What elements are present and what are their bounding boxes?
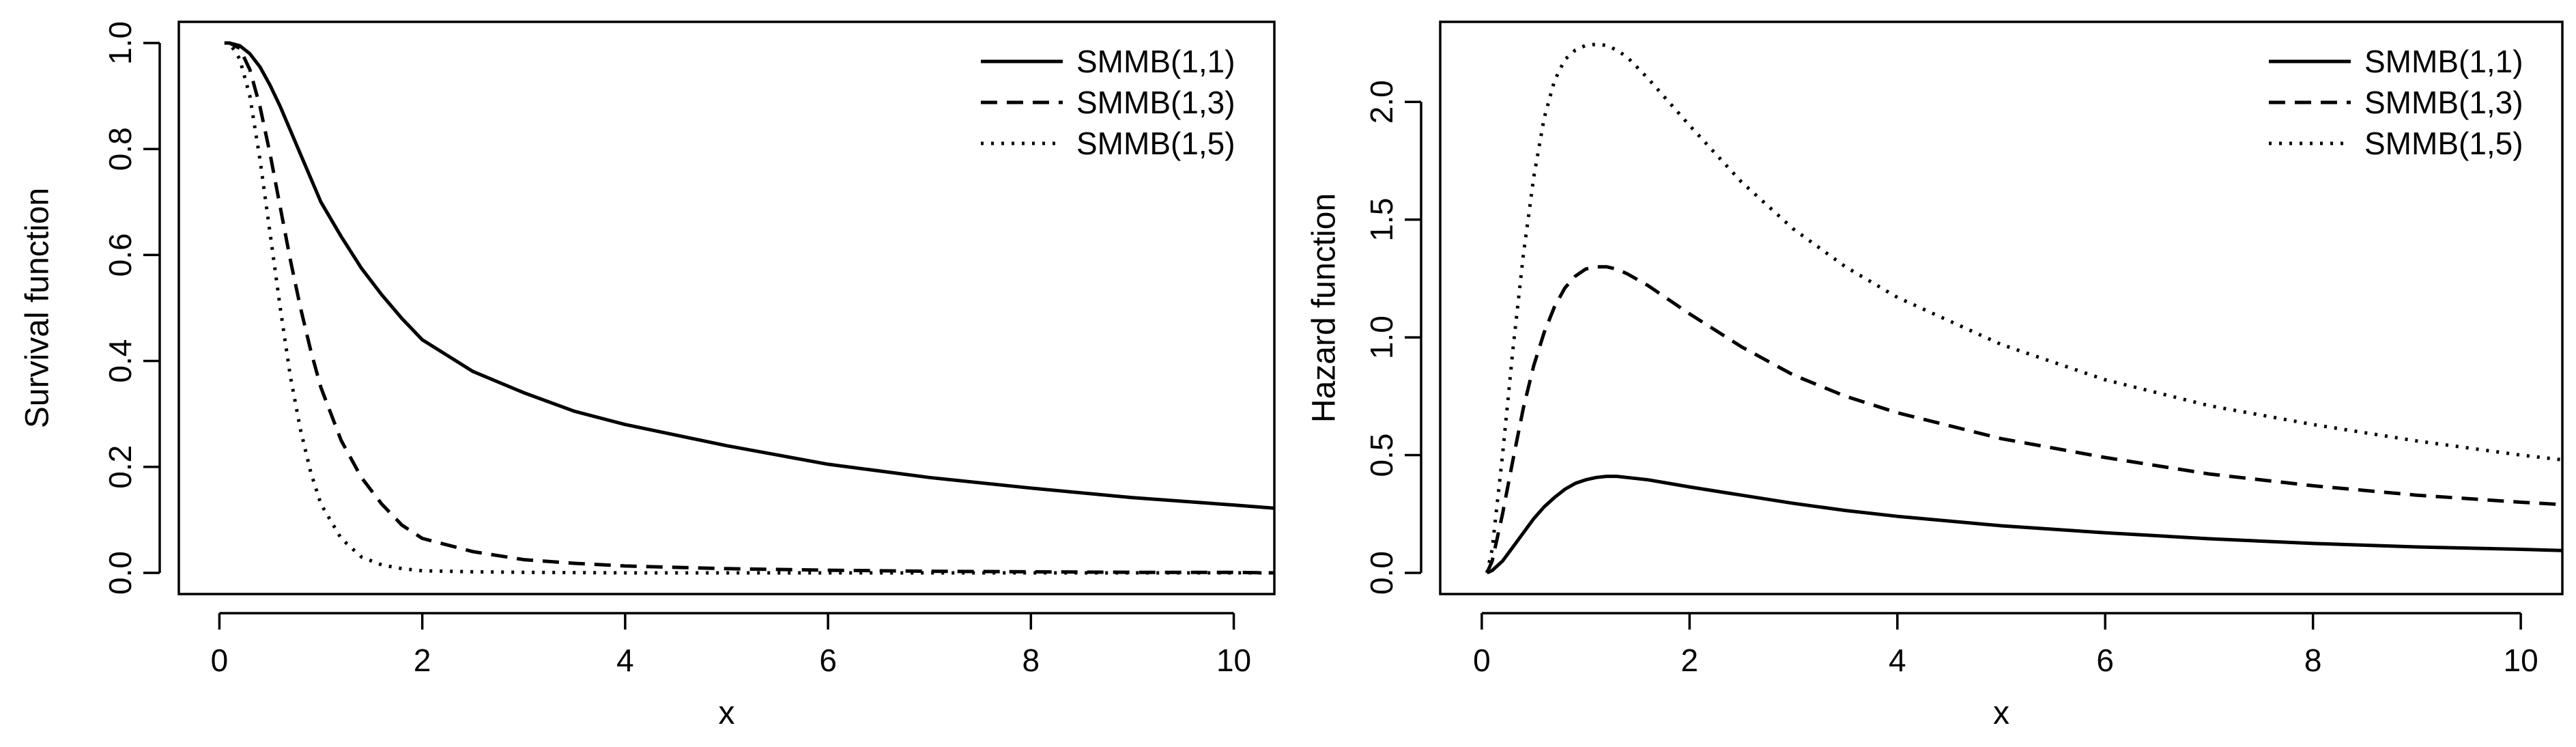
y-tick-label: 0.8 xyxy=(102,127,138,171)
x-tick-label: 0 xyxy=(1473,643,1491,678)
y-axis-title: Survival function xyxy=(20,188,56,428)
x-tick-label: 2 xyxy=(1681,643,1699,678)
y-tick-label: 0.4 xyxy=(102,339,138,383)
legend-label: SMMB(1,1) xyxy=(1076,44,1235,79)
series-line-SMMB(1,1) xyxy=(1486,475,2562,575)
series-line-SMMB(1,1) xyxy=(224,41,1274,510)
x-tick-label: 10 xyxy=(2504,643,2538,678)
y-tick-label: 0.6 xyxy=(102,233,138,277)
plot-frame xyxy=(177,20,1276,595)
x-tick-label: 4 xyxy=(1889,643,1906,678)
legend-label: SMMB(1,5) xyxy=(2364,126,2523,161)
x-tick-label: 0 xyxy=(211,643,229,678)
series-line-SMMB(1,3) xyxy=(1485,265,2562,574)
series-line-SMMB(1,5) xyxy=(1485,42,2562,574)
y-axis-title: Hazard function xyxy=(1306,193,1343,423)
x-axis-title: x xyxy=(1993,695,2009,731)
x-axis-title: x xyxy=(719,695,735,731)
legend-label: SMMB(1,3) xyxy=(1076,85,1235,120)
legend-label: SMMB(1,3) xyxy=(2364,85,2523,120)
y-tick-label: 0.2 xyxy=(102,445,138,489)
y-tick-label: 1.0 xyxy=(102,21,138,65)
y-tick-label: 1.5 xyxy=(1364,198,1399,242)
x-tick-label: 8 xyxy=(2304,643,2322,678)
legend-label: SMMB(1,1) xyxy=(2364,44,2523,79)
y-tick-label: 2.0 xyxy=(1364,80,1399,124)
x-tick-label: 8 xyxy=(1022,643,1040,678)
series-line-SMMB(1,5) xyxy=(224,41,1274,575)
plot-frame xyxy=(1439,20,2564,595)
y-tick-label: 0.5 xyxy=(1364,434,1399,477)
chart-panel-1: 0 2 4 6 8 10 x 0.0 0.2 0.4 0.6 0.8 1.0 Survival funct… xyxy=(20,20,1276,731)
x-tick-label: 6 xyxy=(2096,643,2114,678)
x-tick-label: 10 xyxy=(1216,643,1251,678)
legend-label: SMMB(1,5) xyxy=(1076,126,1235,161)
y-tick-label: 1.0 xyxy=(1364,315,1399,359)
y-tick-label: 0.0 xyxy=(102,551,138,595)
x-tick-label: 4 xyxy=(616,643,634,678)
y-tick-label: 0.0 xyxy=(1364,551,1399,595)
chart-panel-2: 0 2 4 6 8 10 x 0.0 0.5 1.0 1.5 2.0 Hazard function SM… xyxy=(1306,20,2564,731)
x-tick-label: 2 xyxy=(414,643,431,678)
x-tick-label: 6 xyxy=(819,643,837,678)
series-line-SMMB(1,3) xyxy=(224,41,1274,575)
